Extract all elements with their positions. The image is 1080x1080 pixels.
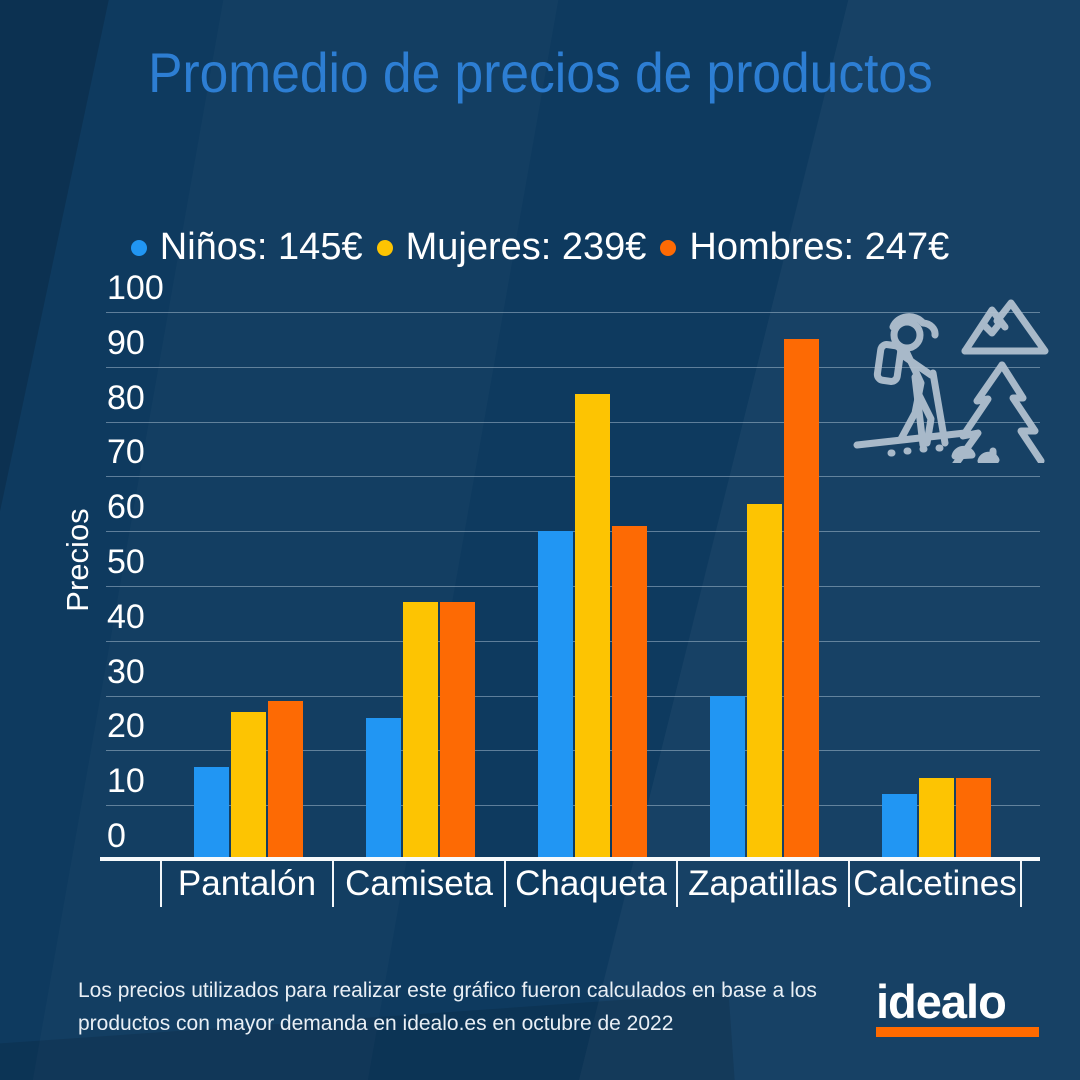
x-axis-category-band: Pantalón Camiseta Chaqueta Zapatillas Calcet…: [160, 861, 1022, 907]
idealo-logo-underline: [876, 1027, 1039, 1037]
bar-mujeres-pantalón: [230, 712, 266, 860]
bar-hombres-camiseta: [439, 602, 475, 860]
legend-dot-mujeres: [376, 239, 393, 256]
chart-legend: Niños: 145€ Mujeres: 239€ Hombres: 247€: [0, 226, 1080, 269]
idealo-logo-text: idealo: [876, 975, 1007, 1028]
bar-hombres-calcetines: [955, 777, 991, 860]
category-cell-zapatillas: Zapatillas: [676, 861, 848, 907]
y-tick-80: 80: [107, 378, 145, 417]
hiker-mountains-tree-icon: [853, 299, 1049, 463]
gridline-20: [106, 750, 1040, 752]
y-tick-50: 50: [107, 543, 145, 581]
y-axis-title: Precios: [60, 508, 95, 612]
idealo-logo: idealo: [876, 975, 1042, 1037]
legend-item-mujeres: Mujeres: 239€: [376, 226, 647, 269]
footer-note: Los precios utilizados para realizar est…: [78, 974, 838, 1040]
category-label-zapatillas: Zapatillas: [688, 864, 838, 903]
bar-group-calcetines: [850, 312, 1022, 860]
legend-dot-niños: [130, 239, 147, 256]
bar-group-pantalón: [162, 312, 334, 860]
bar-mujeres-calcetines: [918, 777, 954, 860]
bar-niños-pantalón: [193, 766, 229, 860]
bar-niños-camiseta: [365, 717, 401, 860]
gridline-80: [106, 421, 1040, 423]
y-tick-30: 30: [107, 652, 145, 691]
y-tick-10: 10: [107, 762, 145, 801]
bar-niños-calcetines: [881, 794, 917, 860]
bar-hombres-chaqueta: [611, 525, 647, 860]
bar-group-camiseta: [334, 312, 506, 860]
category-cell-chaqueta: Chaqueta: [504, 861, 676, 907]
y-tick-0: 0: [107, 817, 126, 855]
bar-group-zapatillas: [678, 312, 850, 860]
legend-item-hombres: Hombres: 247€: [660, 226, 949, 269]
bar-niños-chaqueta: [537, 531, 573, 860]
y-tick-20: 20: [107, 707, 145, 746]
gridline-30: [106, 695, 1040, 697]
legend-item-niños: Niños: 145€: [130, 226, 363, 269]
bar-group-chaqueta: [506, 312, 678, 860]
y-tick-60: 60: [107, 488, 145, 527]
bar-hombres-zapatillas: [783, 339, 819, 860]
footer-line-2: productos con mayor demanda en idealo.es…: [78, 1012, 674, 1035]
bar-mujeres-camiseta: [402, 602, 438, 860]
category-label-chaqueta: Chaqueta: [515, 864, 667, 903]
plot-area: [106, 312, 1040, 860]
category-label-pantalón: Pantalón: [177, 864, 317, 903]
category-cell-calcetines: Calcetines: [848, 861, 1022, 907]
category-label-calcetines: Calcetines: [853, 864, 1017, 903]
bar-niños-zapatillas: [709, 695, 745, 860]
gridline-60: [106, 531, 1040, 533]
gridline-70: [106, 476, 1040, 478]
category-cell-pantalón: Pantalón: [160, 861, 332, 907]
gridline-40: [106, 640, 1040, 642]
bar-mujeres-zapatillas: [746, 503, 782, 860]
gridline-100: [106, 312, 1040, 313]
legend-label-niños: Niños: 145€: [159, 226, 363, 268]
y-tick-40: 40: [107, 597, 145, 636]
legend-label-hombres: Hombres: 247€: [689, 226, 950, 268]
gridline-90: [106, 366, 1040, 368]
y-tick-90: 90: [107, 323, 145, 362]
y-tick-100: 100: [107, 269, 164, 307]
chart-title: Promedio de precios de productos: [147, 41, 933, 104]
gridline-10: [106, 805, 1040, 807]
legend-label-mujeres: Mujeres: 239€: [405, 226, 647, 268]
y-tick-70: 70: [107, 433, 145, 472]
x-axis-line: [100, 857, 1040, 861]
bars-region: [162, 312, 1022, 860]
category-label-camiseta: Camiseta: [345, 864, 493, 903]
category-cell-camiseta: Camiseta: [332, 861, 504, 907]
bar-hombres-pantalón: [267, 701, 303, 860]
footer-line-1: Los precios utilizados para realizar est…: [78, 979, 817, 1002]
bar-mujeres-chaqueta: [574, 394, 610, 860]
gridline-50: [106, 586, 1040, 587]
legend-dot-hombres: [660, 239, 677, 256]
